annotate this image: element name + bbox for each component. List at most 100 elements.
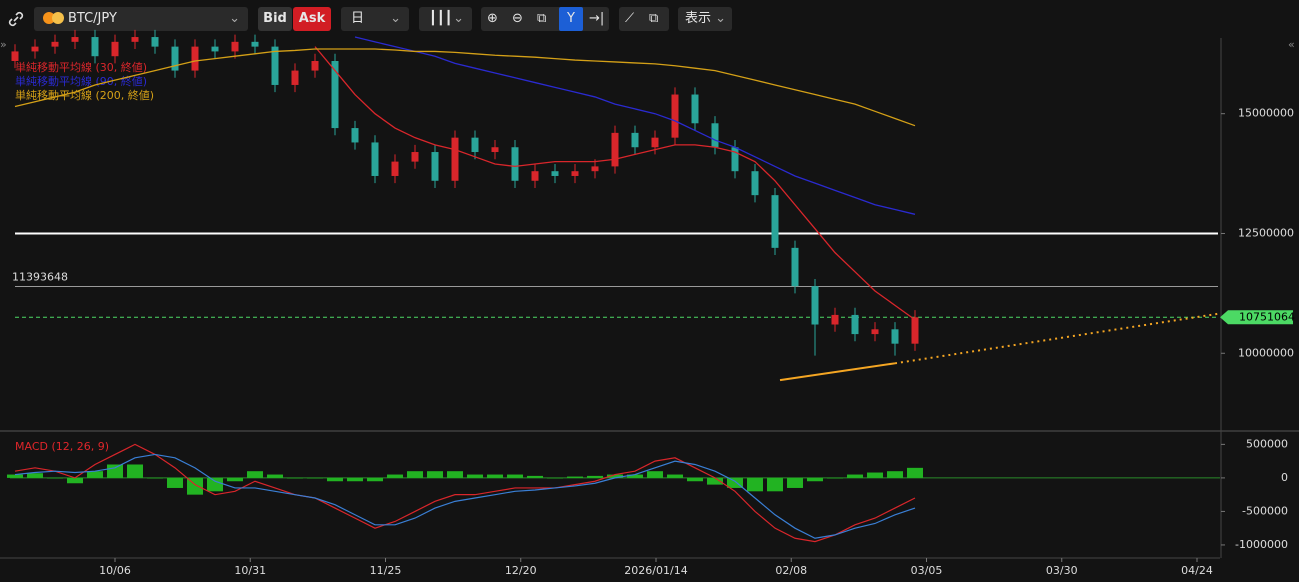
zoom-tools[interactable]: ⊕ ⊖ ⧉ Y →| (481, 7, 609, 31)
histogram-bar (227, 477, 243, 482)
candle-body (811, 286, 819, 325)
link-icon[interactable] (6, 9, 26, 29)
histogram-bar (127, 464, 143, 478)
candle-body (871, 329, 879, 335)
histogram-bar (327, 477, 343, 482)
histogram-bar (887, 471, 903, 478)
candle-body (891, 329, 899, 344)
y-tick-label: -500000 (1242, 504, 1288, 517)
candle-body (291, 70, 299, 85)
histogram-bar (287, 477, 303, 479)
histogram-bar (607, 474, 623, 478)
candle-body (111, 41, 119, 57)
histogram-bar (507, 474, 523, 478)
histogram-bar (527, 475, 543, 478)
histogram-bar (247, 471, 263, 478)
histogram-bar (767, 477, 783, 492)
histogram-bar (267, 474, 283, 478)
histogram-bar (487, 474, 503, 478)
y-tick-label: 10000000 (1238, 346, 1294, 359)
histogram-bar (627, 474, 643, 478)
histogram-bar (727, 477, 743, 488)
candle-body (371, 142, 379, 176)
candle-body (51, 41, 59, 47)
legend-entry: 単純移動平均線 (200, 終値) (15, 88, 154, 102)
histogram-bar (787, 477, 803, 488)
symbol: BTC/JPY (68, 11, 117, 26)
symbol-select[interactable]: BTC/JPY ⌄ (34, 7, 248, 31)
histogram-bar (427, 471, 443, 478)
candle-body (491, 147, 499, 153)
ask-button[interactable]: Ask (293, 7, 331, 31)
histogram-bar (67, 477, 83, 484)
interval-select[interactable]: 日 ⌄ (341, 7, 409, 31)
histogram-bar (407, 471, 423, 478)
candle-body (731, 147, 739, 172)
x-tick-label: 02/08 (775, 564, 807, 577)
moving-average (314, 46, 916, 321)
candle-body (131, 37, 139, 42)
y-tick-label: -1000000 (1235, 538, 1288, 551)
legend-entry: 単純移動平均線 (90, 終値) (15, 74, 147, 88)
histogram-bar (47, 477, 63, 479)
histogram-bar (7, 474, 23, 478)
histogram-bar (207, 477, 223, 492)
x-tick-label: 10/06 (99, 564, 131, 577)
candle-body (791, 247, 799, 287)
x-tick-label: 2026/01/14 (624, 564, 687, 577)
candle-body (331, 60, 339, 129)
candle-body (831, 314, 839, 325)
histogram-bar (187, 477, 203, 495)
x-tick-label: 10/31 (234, 564, 266, 577)
x-tick-label: 03/05 (911, 564, 943, 577)
macd-line (14, 443, 916, 543)
line-label: 11393648 (12, 270, 68, 283)
histogram-bar (667, 474, 683, 478)
candle-body (551, 171, 559, 176)
display-select[interactable]: 表示 ⌄ (678, 7, 732, 31)
candle-body (671, 94, 679, 138)
histogram-bar (847, 474, 863, 478)
candle-body (571, 171, 579, 176)
histogram-bar (547, 477, 563, 479)
candle-body (471, 137, 479, 153)
histogram-bar (147, 477, 163, 479)
histogram-bar (687, 477, 703, 482)
candle-body (351, 128, 359, 143)
drawing-tools[interactable]: ⟋ ⧉ (619, 7, 669, 31)
candle-body (511, 147, 519, 181)
y-tick-label: 12500000 (1238, 226, 1294, 239)
candle-body (691, 94, 699, 124)
histogram-bar (807, 477, 823, 482)
histogram-bar (307, 477, 323, 479)
histogram-bar (27, 473, 43, 478)
expand-icon: « (1288, 38, 1295, 51)
candle-body (771, 195, 779, 248)
x-tick-label: 11/25 (370, 564, 402, 577)
candle-body (71, 37, 79, 42)
macd-line (14, 453, 916, 539)
collapse-icon: » (0, 38, 7, 51)
price-badge (1220, 310, 1293, 325)
price-badge-label: 10751064 (1239, 310, 1295, 323)
x-tick-label: 12/20 (505, 564, 537, 577)
histogram-bar (367, 477, 383, 482)
histogram-bar (87, 471, 103, 478)
candle-body (651, 137, 659, 148)
chart-type-select[interactable]: ┃┃┃ ⌄ (419, 7, 472, 31)
candle-body (31, 46, 39, 52)
histogram-bar (567, 476, 583, 478)
bid-button[interactable]: Bid (258, 7, 292, 31)
y-tick-label: 15000000 (1238, 107, 1294, 120)
candle-body (911, 317, 919, 344)
display: 表示 (685, 11, 712, 26)
candle-body (211, 46, 219, 52)
candle-body (91, 37, 99, 57)
moving-average (14, 48, 916, 127)
histogram-bar (347, 477, 363, 482)
histogram-bar (907, 467, 923, 478)
moving-average (354, 36, 916, 215)
trendline-extension (894, 312, 1221, 365)
